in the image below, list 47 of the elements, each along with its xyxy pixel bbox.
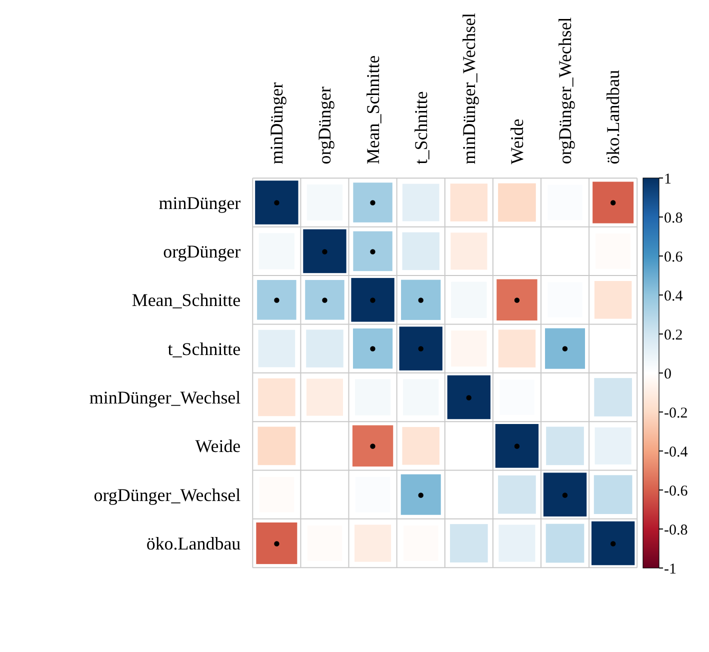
- data-label: •: [272, 190, 281, 216]
- data-label: •: [417, 482, 425, 508]
- x-tick-label: öko.Landbau: [603, 70, 624, 164]
- data-label: •: [320, 288, 329, 313]
- color-bar-label: 0.4: [664, 288, 684, 304]
- color-bar-label: 0.8: [664, 210, 683, 226]
- x-tick-label: orgDünger: [314, 86, 335, 164]
- data-label: •: [465, 384, 473, 410]
- y-tick-label: minDünger: [158, 192, 241, 213]
- data-label: •: [368, 288, 377, 313]
- y-tick-label: minDünger_Wechsel: [89, 388, 241, 408]
- y-tick-label: t_Schnitte: [168, 338, 241, 359]
- data-label: •: [513, 434, 521, 459]
- color-bar-label: 0: [664, 366, 672, 382]
- data-label: •: [561, 482, 569, 508]
- x-tick-label: Weide: [506, 118, 527, 164]
- x-tick-label: t_Schnitte: [410, 91, 431, 164]
- data-label: •: [417, 288, 425, 313]
- data-label: •: [417, 336, 425, 362]
- data-label: •: [368, 238, 377, 264]
- data-label: •: [609, 530, 617, 556]
- data-label: •: [561, 336, 569, 362]
- x-tick-label: orgDünger_Wechsel: [555, 17, 575, 164]
- data-label: •: [368, 190, 377, 216]
- data-label: •: [368, 434, 377, 459]
- color-bar-label: -0.8: [664, 522, 688, 538]
- data-label: •: [272, 530, 281, 556]
- data-label: •: [513, 288, 521, 313]
- color-bar-label: -0.2: [664, 405, 688, 422]
- data-label: •: [272, 288, 281, 313]
- y-tick-label: Weide: [195, 436, 241, 456]
- y-tick-label: orgDünger: [163, 241, 241, 262]
- color-bar-label: -0.6: [664, 483, 688, 500]
- color-bar-label: 0.2: [664, 327, 683, 344]
- data-label: •: [609, 190, 617, 216]
- colour-scale: -1 -0.8 -0.6 -0.4 -0.2 0 0.2 0.4 0.6 0.8 1: [641, 8, 701, 588]
- color-bar-label: -1: [664, 561, 677, 578]
- x-tick-label: minDünger_Wechsel: [458, 12, 479, 164]
- data-label: •: [320, 238, 329, 264]
- y-tick-label: Mean_Schnitte: [132, 290, 241, 310]
- color-bar-label: 0.6: [664, 249, 684, 266]
- data-label: •: [368, 336, 377, 362]
- color-bar-label: -0.4: [664, 444, 688, 460]
- color-bar-label: 1: [664, 171, 672, 188]
- x-tick-label: Mean_Schnitte: [362, 55, 383, 164]
- y-tick-label: öko.Landbau: [146, 534, 241, 554]
- y-tick-label: orgDünger_Wechsel: [94, 484, 241, 505]
